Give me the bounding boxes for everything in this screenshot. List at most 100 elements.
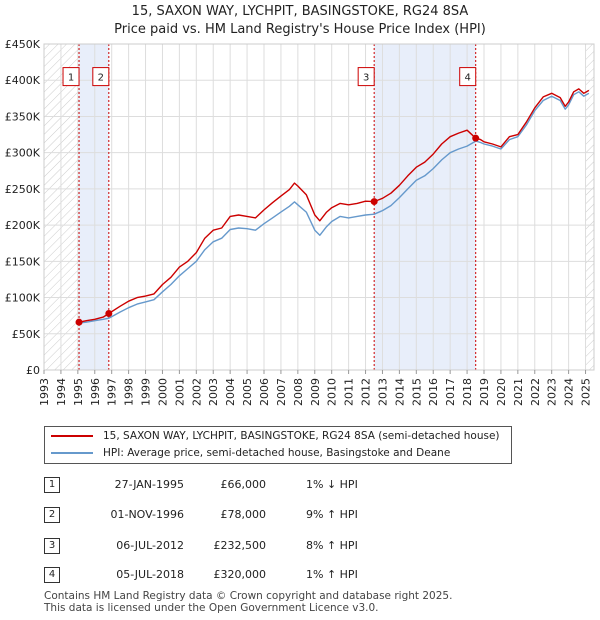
transaction-point bbox=[105, 309, 113, 317]
x-tick-label: 2010 bbox=[326, 378, 339, 406]
x-tick-label: 2016 bbox=[427, 378, 440, 406]
transaction-label: 1 bbox=[68, 73, 74, 84]
x-tick-label: 1993 bbox=[38, 378, 51, 406]
row-date: 01-NOV-1996 bbox=[110, 508, 184, 521]
y-tick-label: £150K bbox=[5, 255, 41, 268]
x-tick-label: 2006 bbox=[258, 378, 271, 406]
legend-swatch-hpi bbox=[51, 452, 93, 454]
transaction-label: 3 bbox=[363, 73, 369, 84]
x-tick-label: 1996 bbox=[89, 378, 102, 406]
hatched-region bbox=[44, 44, 80, 370]
transaction-point bbox=[75, 318, 83, 326]
y-tick-label: £100K bbox=[5, 292, 41, 305]
chart-subtitle: Price paid vs. HM Land Registry's House … bbox=[114, 22, 486, 37]
row-date: 05-JUL-2018 bbox=[116, 568, 184, 581]
x-tick-label: 2025 bbox=[580, 378, 593, 406]
legend-swatch-property bbox=[51, 435, 93, 437]
row-number: 1 bbox=[44, 477, 60, 493]
x-tick-label: 1997 bbox=[106, 378, 119, 406]
highlight-bands bbox=[44, 44, 594, 370]
series-line bbox=[78, 91, 590, 324]
row-hpi: 8% ↑ HPI bbox=[306, 539, 358, 552]
table-row: 3 06-JUL-2012 £232,500 8% ↑ HPI bbox=[44, 537, 444, 557]
x-tick-label: 2005 bbox=[241, 378, 254, 406]
transaction-points bbox=[75, 134, 480, 326]
x-tick-label: 2022 bbox=[529, 378, 542, 406]
y-tick-label: £0 bbox=[26, 364, 40, 377]
footer-license: This data is licensed under the Open Gov… bbox=[44, 602, 379, 614]
x-tick-label: 2012 bbox=[360, 378, 373, 406]
row-number: 3 bbox=[44, 538, 60, 554]
series-group bbox=[78, 88, 590, 324]
x-tick-label: 1998 bbox=[123, 378, 136, 406]
transaction-label-box bbox=[62, 67, 80, 87]
legend-label-hpi: HPI: Average price, semi-detached house,… bbox=[103, 447, 451, 459]
row-price: £232,500 bbox=[213, 539, 267, 552]
y-tick-label: £400K bbox=[5, 74, 41, 87]
row-price: £78,000 bbox=[220, 508, 267, 521]
x-tick-label: 2003 bbox=[207, 378, 220, 406]
x-tick-label: 2009 bbox=[309, 378, 322, 406]
x-axis: 1993 1994 1995 1996 1997 1998 1999 2000 2001 2002… bbox=[38, 370, 593, 406]
x-tick-label: 2001 bbox=[173, 378, 186, 406]
x-tick-label: 2017 bbox=[444, 378, 457, 406]
plot-frame bbox=[43, 43, 595, 371]
x-tick-label: 2008 bbox=[292, 378, 305, 406]
row-hpi: 1% ↑ HPI bbox=[306, 568, 358, 581]
y-tick-label: £200K bbox=[5, 219, 41, 232]
x-tick-label: 2007 bbox=[275, 378, 288, 406]
row-number: 4 bbox=[44, 567, 60, 583]
x-tick-label: 2015 bbox=[410, 378, 423, 406]
legend: 15, SAXON WAY, LYCHPIT, BASINGSTOKE, RG2… bbox=[44, 426, 512, 464]
grid bbox=[43, 43, 594, 371]
x-tick-label: 2013 bbox=[376, 378, 389, 406]
highlight-band bbox=[79, 44, 109, 370]
x-tick-label: 2000 bbox=[156, 378, 169, 406]
footer-copyright: Contains HM Land Registry data © Crown c… bbox=[44, 590, 453, 602]
transaction-point bbox=[370, 198, 378, 206]
chart-svg: 1 2 3 4 £0 £50K £100K £150K £200K £250K £300K £350… bbox=[5, 38, 595, 406]
row-hpi: 1% ↓ HPI bbox=[306, 478, 358, 491]
footer: Contains HM Land Registry data © Crown c… bbox=[44, 590, 452, 614]
y-tick-label: £450K bbox=[5, 38, 41, 51]
y-tick-label: £300K bbox=[5, 147, 41, 160]
row-price: £66,000 bbox=[220, 478, 267, 491]
x-tick-label: 2023 bbox=[546, 378, 559, 406]
row-hpi: 9% ↑ HPI bbox=[306, 508, 358, 521]
x-tick-label: 1994 bbox=[55, 378, 68, 406]
x-tick-label: 2024 bbox=[563, 378, 576, 406]
transaction-label-box bbox=[92, 67, 110, 87]
x-tick-label: 2002 bbox=[190, 378, 203, 406]
x-tick-label: 1995 bbox=[72, 378, 85, 406]
row-price: £320,000 bbox=[213, 568, 267, 581]
transaction-label-box bbox=[357, 67, 375, 87]
transaction-label: 4 bbox=[465, 73, 471, 84]
legend-label-property: 15, SAXON WAY, LYCHPIT, BASINGSTOKE, RG2… bbox=[103, 430, 500, 442]
table-row: 2 01-NOV-1996 £78,000 9% ↑ HPI bbox=[44, 506, 444, 526]
x-tick-label: 2021 bbox=[512, 378, 525, 406]
series-line bbox=[78, 88, 590, 323]
transaction-label-box bbox=[459, 67, 477, 87]
x-tick-label: 2004 bbox=[224, 378, 237, 406]
transaction-labels: 1 2 3 4 bbox=[62, 67, 477, 87]
legend-item-hpi: HPI: Average price, semi-detached house,… bbox=[51, 445, 450, 461]
legend-item-property: 15, SAXON WAY, LYCHPIT, BASINGSTOKE, RG2… bbox=[51, 428, 500, 444]
table-row: 1 27-JAN-1995 £66,000 1% ↓ HPI bbox=[44, 476, 444, 496]
chart-title: 15, SAXON WAY, LYCHPIT, BASINGSTOKE, RG2… bbox=[131, 4, 469, 19]
y-axis: £0 £50K £100K £150K £200K £250K £300K £350K £400… bbox=[5, 38, 41, 377]
highlight-band bbox=[374, 44, 476, 370]
hatched-region bbox=[585, 44, 594, 370]
y-tick-label: £350K bbox=[5, 110, 41, 123]
transaction-label: 2 bbox=[98, 73, 104, 84]
row-date: 27-JAN-1995 bbox=[114, 478, 184, 491]
x-tick-label: 1999 bbox=[140, 378, 153, 406]
table-row: 4 05-JUL-2018 £320,000 1% ↑ HPI bbox=[44, 566, 444, 586]
transaction-point bbox=[472, 134, 480, 142]
row-number: 2 bbox=[44, 507, 60, 523]
x-tick-label: 2019 bbox=[478, 378, 491, 406]
y-tick-label: £50K bbox=[12, 328, 41, 341]
x-tick-label: 2011 bbox=[343, 378, 356, 406]
x-tick-label: 2020 bbox=[495, 378, 508, 406]
y-tick-label: £250K bbox=[5, 183, 41, 196]
